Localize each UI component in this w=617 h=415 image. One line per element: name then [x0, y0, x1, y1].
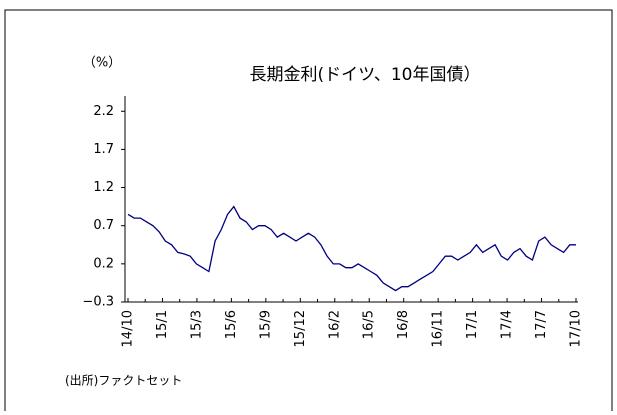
x-tick-label: 16/2	[327, 310, 342, 339]
x-tick-label: 16/8	[396, 310, 411, 339]
x-tick-label: 16/5	[362, 310, 377, 339]
x-tick-label: 17/4	[500, 310, 515, 339]
x-tick-label: 15/3	[189, 310, 204, 339]
x-tick-label: 16/11	[431, 310, 446, 347]
y-tick-label: 2.2	[93, 104, 114, 119]
frame	[4, 9, 613, 415]
x-tick-label: 17/10	[569, 310, 584, 347]
x-tick-label: 15/6	[224, 310, 239, 339]
y-axis-label: （%）	[83, 56, 121, 71]
x-tick-label: 15/1	[155, 310, 170, 339]
x-tick-label: 17/1	[465, 310, 480, 339]
chart-title: 長期金利(ドイツ、10年国債）	[250, 65, 481, 85]
y-tick-label: 0.2	[93, 256, 114, 271]
source: (出所)ファクトセット	[65, 374, 182, 388]
x-tick-label: 14/10	[121, 310, 136, 347]
x-tick-label: 17/7	[534, 310, 549, 339]
x-tick-label: 15/12	[293, 310, 308, 347]
y-tick-label: 1.2	[93, 180, 114, 195]
y-tick-label: 1.7	[93, 142, 114, 157]
x-tick-label: 15/9	[258, 310, 273, 339]
y-tick-label: −0.3	[82, 295, 114, 310]
line	[127, 205, 576, 292]
y-tick-label: 0.7	[93, 218, 114, 233]
